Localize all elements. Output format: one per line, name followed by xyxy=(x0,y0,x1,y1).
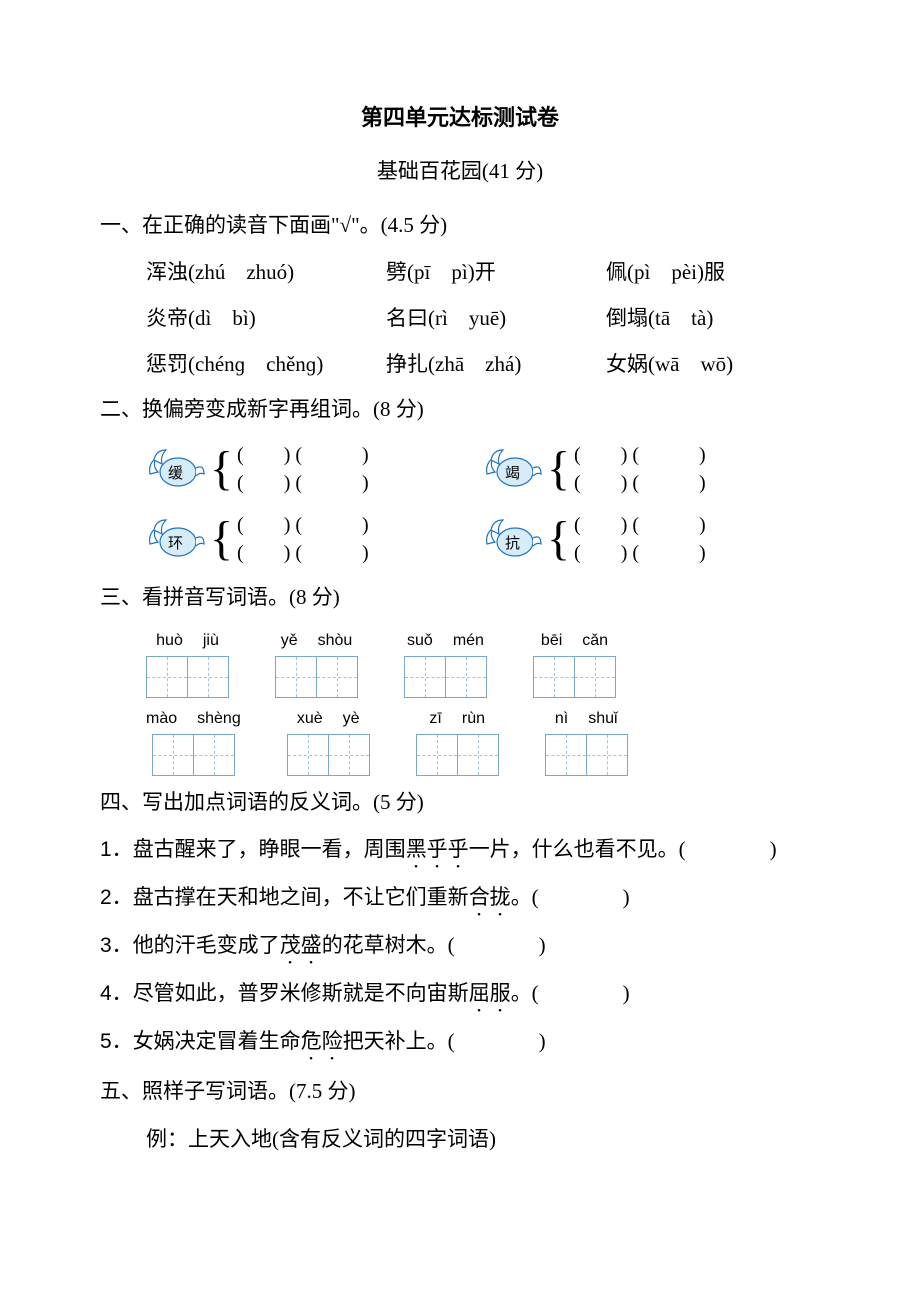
q1-hanzi: 劈 xyxy=(386,260,407,284)
q1-hanzi: 女娲 xyxy=(606,352,648,376)
q3-head: 三、看拼音写词语。(8 分) xyxy=(100,581,820,615)
q3-item: mào shènɡ xyxy=(146,706,241,776)
q1-hanzi: 炎帝 xyxy=(146,306,188,330)
q3-pinyin: shòu xyxy=(318,628,353,654)
page-title: 第四单元达标测试卷 xyxy=(100,100,820,135)
q3-item: xuèyè xyxy=(287,706,370,776)
q3-pinyin: shènɡ xyxy=(197,706,241,732)
q3-item: bēicǎn xyxy=(533,628,616,698)
q2-slot: ( ) ( ) xyxy=(574,442,706,468)
q3-item: nìshuǐ xyxy=(545,706,628,776)
q3-pinyin: xuè xyxy=(297,706,323,732)
q1-hanzi: 惩罚 xyxy=(146,352,188,376)
q1-head: 一、在正确的读音下面画"√"。(4.5 分) xyxy=(100,209,820,243)
q2-slot: ( ) ( ) xyxy=(237,540,369,566)
q2-head: 二、换偏旁变成新字再组词。(8 分) xyxy=(100,393,820,427)
write-box xyxy=(146,656,229,698)
write-box xyxy=(404,656,487,698)
q2-body: 缓 { ( ) ( ) ( ) ( ) 竭 { ( ) ( ) xyxy=(100,441,820,567)
subtitle: 基础百花园(41 分) xyxy=(100,155,820,189)
write-box xyxy=(287,734,370,776)
q3-item: huò jiù xyxy=(146,628,229,698)
q2-slot: ( ) ( ) xyxy=(237,470,369,496)
q1-hanzi: 浑浊 xyxy=(146,260,188,284)
q3-pinyin: huò xyxy=(156,628,183,654)
write-box xyxy=(533,656,616,698)
q4-item: 3．他的汗毛变成了茂盛的花草树木。( ) xyxy=(100,929,820,969)
q2-slot: ( ) ( ) xyxy=(574,540,706,566)
q4-item: 4．尽管如此，普罗米修斯就是不向宙斯屈服。( ) xyxy=(100,977,820,1017)
q2-char: 环 xyxy=(168,532,183,556)
write-box xyxy=(152,734,235,776)
q1-hanzi: 佩 xyxy=(606,260,627,284)
q3-pinyin: yè xyxy=(343,706,360,732)
q3-pinyin: suǒ xyxy=(407,628,433,654)
q5-head: 五、照样子写词语。(7.5 分) xyxy=(100,1075,820,1109)
q3-item: yěshòu xyxy=(275,628,358,698)
q3-item: suǒmén xyxy=(404,628,487,698)
q2-char: 缓 xyxy=(168,462,183,486)
write-box xyxy=(416,734,499,776)
q3-item: zīrùn xyxy=(416,706,499,776)
q3-pinyin: shuǐ xyxy=(588,706,617,732)
q3-pinyin: mào xyxy=(146,706,177,732)
q2-slot: ( ) ( ) xyxy=(237,512,369,538)
q3-pinyin: cǎn xyxy=(582,628,608,654)
q1-hanzi: 倒塌 xyxy=(606,306,648,330)
q4-head: 四、写出加点词语的反义词。(5 分) xyxy=(100,786,820,820)
q2-slot: ( ) ( ) xyxy=(237,442,369,468)
q1-body: 浑浊(zhú zhuó) 劈(pī pì)开 佩(pì pèi)服 炎帝(dì … xyxy=(100,256,820,381)
q2-char: 抗 xyxy=(505,532,520,556)
q3-pinyin: mén xyxy=(453,628,484,654)
q4-body: 1．盘古醒来了，睁眼一看，周围黑乎乎一片，什么也看不见。( ) 2．盘古撑在天和地… xyxy=(100,833,820,1065)
q1-hanzi: 名曰 xyxy=(386,306,428,330)
q2-char: 竭 xyxy=(505,462,520,486)
q4-item: 2．盘古撑在天和地之间，不让它们重新合拢。( ) xyxy=(100,881,820,921)
q3-pinyin: yě xyxy=(281,628,298,654)
q3-pinyin: nì xyxy=(555,706,568,732)
write-box xyxy=(275,656,358,698)
q3-pinyin: bēi xyxy=(541,628,562,654)
q3-body: huò jiù yěshòu suǒmén bēicǎn mào shènɡ xuè… xyxy=(100,628,820,775)
q4-item: 5．女娲决定冒着生命危险把天补上。( ) xyxy=(100,1025,820,1065)
q4-item: 1．盘古醒来了，睁眼一看，周围黑乎乎一片，什么也看不见。( ) xyxy=(100,833,820,873)
q2-slot: ( ) ( ) xyxy=(574,512,706,538)
q5-example: 例：上天入地(含有反义词的四字词语) xyxy=(100,1123,820,1157)
write-box xyxy=(545,734,628,776)
q1-hanzi: 挣扎 xyxy=(386,352,428,376)
q3-pinyin: zī xyxy=(429,706,441,732)
q3-pinyin: jiù xyxy=(203,628,219,654)
q2-slot: ( ) ( ) xyxy=(574,470,706,496)
q3-pinyin: rùn xyxy=(462,706,485,732)
